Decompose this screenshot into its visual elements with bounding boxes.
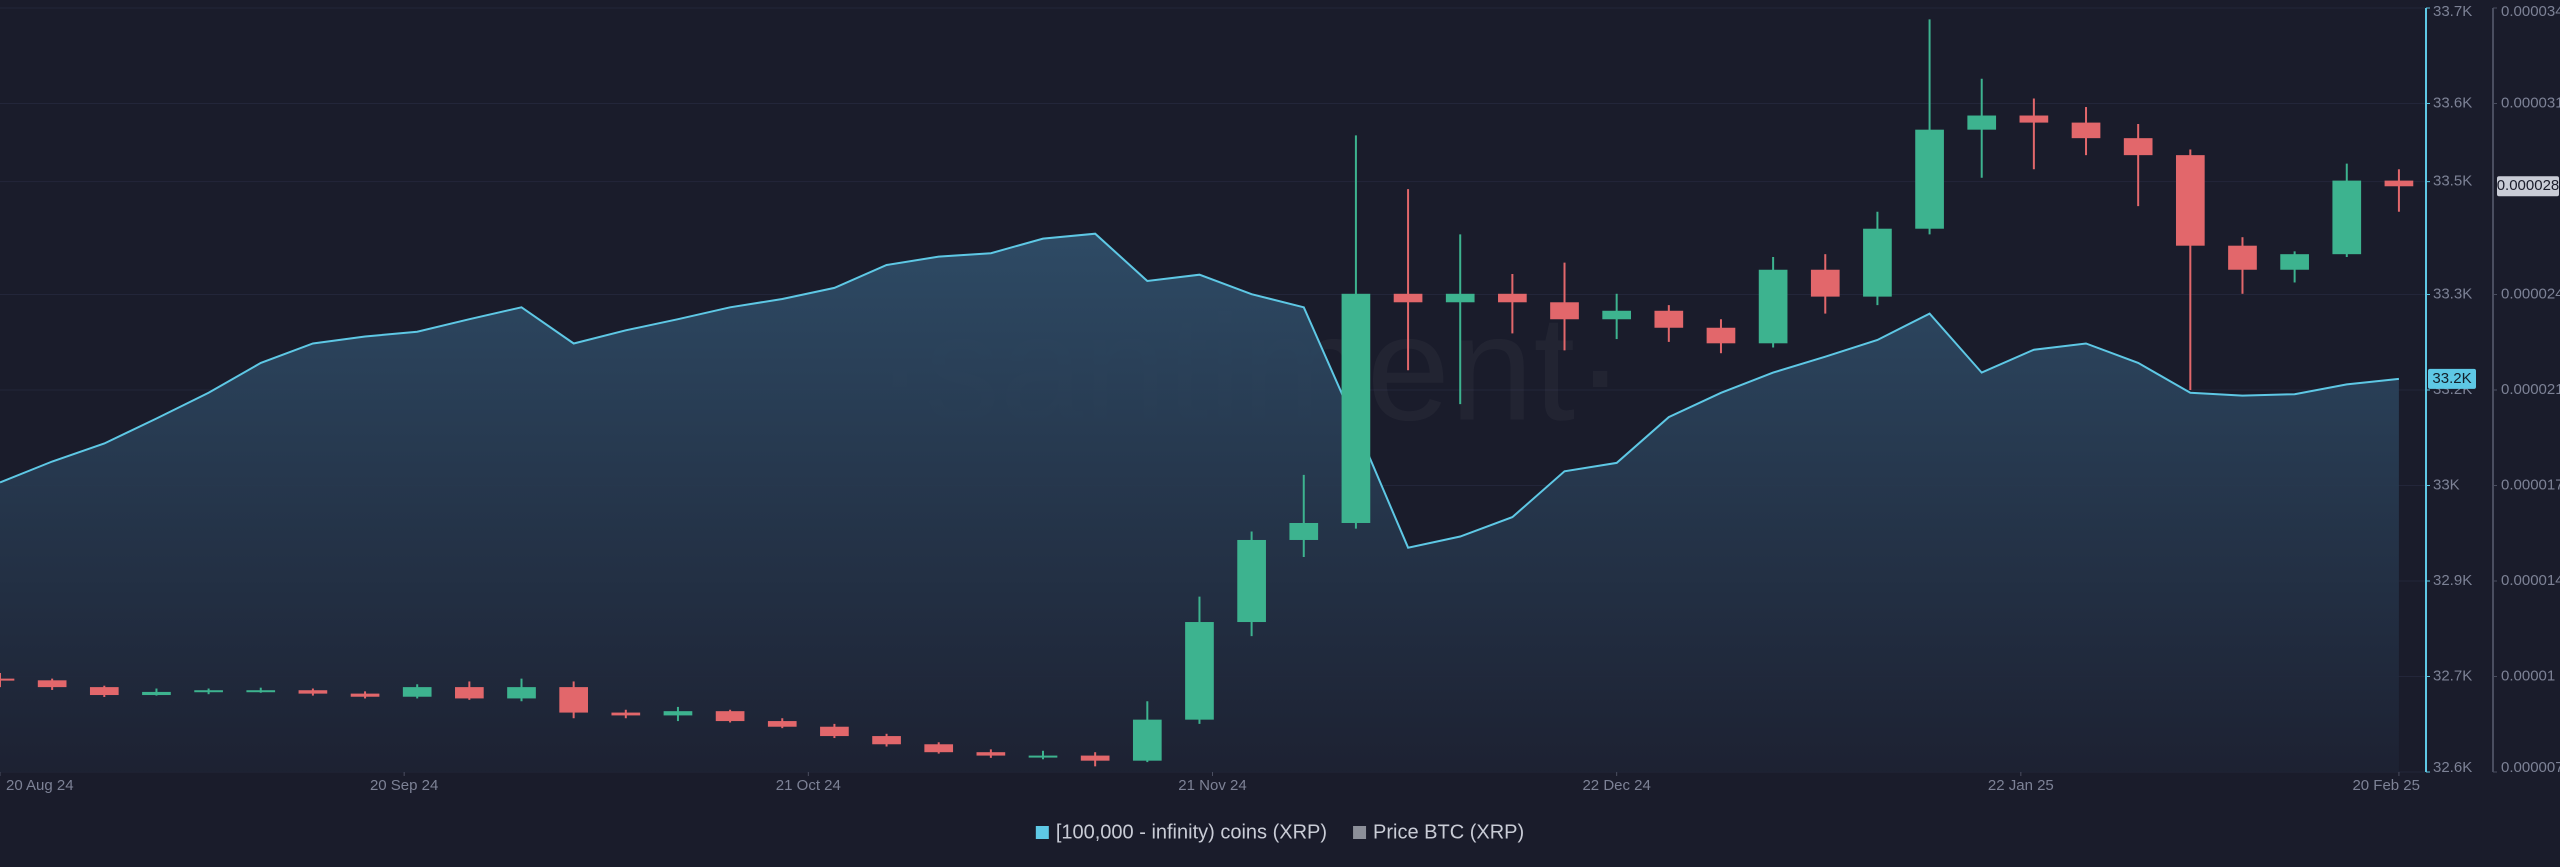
candle-body (1915, 129, 1944, 229)
candle-body (142, 691, 171, 696)
candle-body (2332, 180, 2362, 255)
legend: [100,000 - infinity) coins (XRP) Price BT… (1035, 821, 1524, 843)
y2-tick-label: 0.000007 (2501, 759, 2560, 776)
candle-body (2123, 138, 2153, 156)
legend-label: [100,000 - infinity) coins (XRP) (1056, 821, 1327, 843)
y-badge-label: 33.2K (2432, 370, 2471, 387)
candle-body (924, 744, 954, 753)
candle-body (2228, 245, 2257, 270)
candle-body (767, 721, 797, 727)
x-tick-label: 22 Dec 24 (1582, 777, 1650, 794)
candle-body (455, 687, 484, 699)
candle-body (2384, 180, 2414, 187)
candle-body (559, 687, 588, 713)
legend-swatch (1353, 826, 1367, 839)
area-fill (0, 233, 2399, 772)
y2-tick-label: 0.000031 (2501, 94, 2560, 111)
candle-body (402, 687, 432, 697)
y-tick-label: 33.3K (2433, 285, 2472, 302)
candle-body (1080, 755, 1110, 761)
candle-body (2280, 254, 2309, 270)
candle-body (298, 690, 328, 694)
legend-label: Price BTC (XRP) (1373, 821, 1524, 843)
candle-body (1550, 302, 1579, 320)
y-tick-label: 33.5K (2433, 173, 2472, 190)
candle-body (2175, 155, 2205, 246)
x-tick-label: 20 Sep 24 (370, 777, 438, 794)
x-tick-label: 21 Nov 24 (1178, 777, 1246, 794)
candle-body (1498, 293, 1527, 303)
axes: 33.7K 33.6K 33.5K 33.3K 33.2K 33K 32.9K 32.7K 32… (0, 3, 2560, 794)
candle-body (1028, 755, 1058, 758)
candle-body (976, 752, 1006, 756)
candle-body (1654, 310, 1684, 328)
candle-body (715, 711, 745, 722)
candle-body (507, 687, 536, 699)
candle-body (1341, 293, 1371, 523)
y-badge (2428, 368, 2476, 389)
y-tick-label: 32.6K (2433, 759, 2472, 776)
candle-body (1967, 115, 1997, 130)
candle-body (1132, 719, 1162, 761)
candle-body (2019, 115, 2049, 123)
candle-body (1237, 539, 1266, 623)
candle-body (0, 678, 15, 681)
y-tick-label: 32.7K (2433, 667, 2472, 684)
y-tick-label: 32.9K (2433, 572, 2472, 589)
candle-body (872, 736, 901, 745)
candle-body (1758, 269, 1788, 344)
y-tick-label: 33.6K (2433, 94, 2472, 111)
candle-body (37, 680, 67, 688)
y-tick-label: 33K (2433, 476, 2460, 493)
area-line (0, 232, 2400, 549)
y2-badge-label: 0.000028 (2497, 177, 2560, 194)
candle-body (663, 711, 693, 716)
y2-tick-label: 0.000021 (2501, 381, 2560, 398)
candle-body (194, 690, 223, 693)
candle-body (246, 690, 276, 693)
candle-body (1810, 269, 1840, 297)
y2-tick-label: 0.00001 (2501, 667, 2555, 684)
legend-swatch (1035, 826, 1049, 839)
y2-tick-label: 0.000024 (2501, 285, 2560, 302)
y2-badge (2497, 176, 2559, 197)
candle-body (1393, 293, 1423, 303)
plot (0, 19, 2414, 772)
y2-tick-label: 0.000014 (2501, 572, 2560, 589)
candle-body (1289, 522, 1319, 540)
candle-body (350, 693, 380, 697)
candle-body (1602, 310, 1632, 320)
x-tick-label: 20 Aug 24 (6, 777, 74, 794)
x-tick-label: 22 Jan 25 (1988, 777, 2054, 794)
x-tick-label: 20 Feb 25 (2352, 777, 2420, 794)
candle-body (1445, 293, 1475, 303)
candle-body (89, 687, 119, 696)
candle-body (1863, 228, 1892, 297)
candle-body (820, 726, 849, 737)
candle-body (2071, 122, 2101, 139)
y2-tick-label: 0.000034 (2501, 3, 2560, 20)
candle-body (611, 712, 641, 716)
candle-body (1706, 327, 1736, 344)
candle-body (1185, 622, 1214, 720)
y-tick-label: 33.7K (2433, 3, 2472, 20)
y2-tick-label: 0.000017 (2501, 476, 2560, 493)
x-tick-label: 21 Oct 24 (776, 777, 841, 794)
